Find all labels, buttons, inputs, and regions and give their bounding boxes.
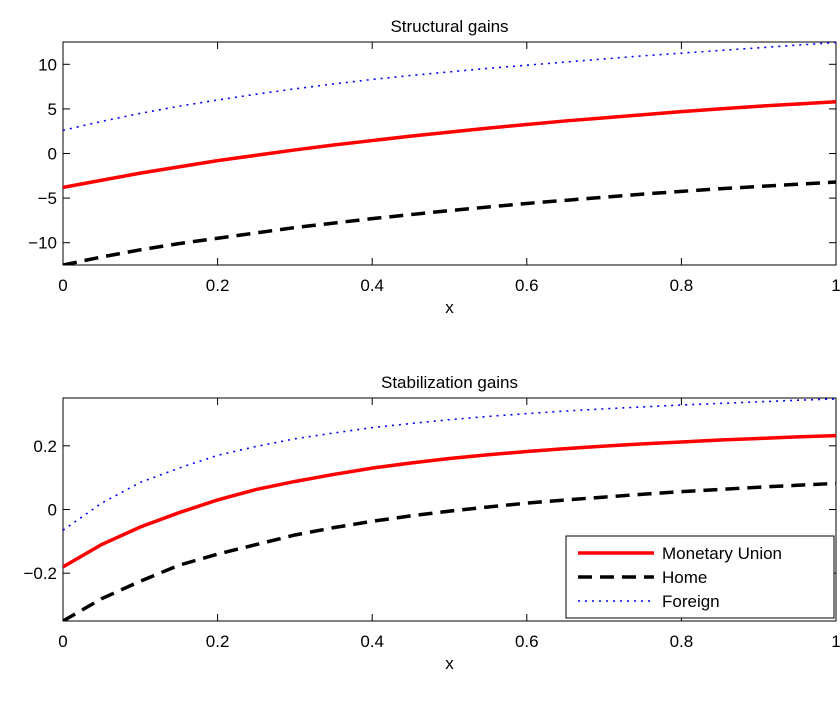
structural-x-tick-label: 0 [58,276,67,295]
structural-series-home-line [63,180,836,265]
structural-series-monetary-union-line [63,100,836,190]
structural-panel: Structural gains x 0 0.2 0.4 0.6 0.8 1 −10 −5 0 5 10 [28,17,840,317]
structural-x-tick-label: 0.4 [360,276,384,295]
structural-y-tick-label: 10 [38,55,57,74]
stabilization-title: Stabilization gains [381,373,518,392]
legend-label-home: Home [662,568,707,587]
structural-title: Structural gains [390,17,508,36]
stabilization-x-tick-label: 1 [831,632,840,651]
structural-x-tick-label: 0.8 [670,276,694,295]
stabilization-y-tick-label: 0 [48,501,57,520]
structural-x-tick-label: 0.6 [515,276,539,295]
stabilization-x-tick-label: 0.8 [670,632,694,651]
structural-y-tick-label: 5 [48,100,57,119]
stabilization-x-tick-label: 0.6 [515,632,539,651]
stabilization-x-tick-label: 0.2 [206,632,230,651]
structural-y-tick-label: −10 [28,234,57,253]
stabilization-y-tick-label: −0.2 [23,564,57,583]
stabilization-x-axis-label: x [445,654,454,673]
structural-x-tick-label: 1 [831,276,840,295]
stabilization-x-tick-label: 0.4 [360,632,384,651]
stabilization-panel: Stabilization gains x 0 0.2 0.4 0.6 0.8 1 −0.2 0 0… [23,373,840,673]
structural-plot-area [62,41,837,266]
legend-label-monetary-union: Monetary Union [662,544,782,563]
stabilization-series-foreign-line [63,398,836,531]
stabilization-x-tick-label: 0 [58,632,67,651]
structural-y-tick-label: −5 [38,189,57,208]
structural-x-axis-label: x [445,298,454,317]
structural-x-tick-label: 0.2 [206,276,230,295]
structural-y-tick-label: 0 [48,145,57,164]
stabilization-legend: Monetary Union Home Foreign [565,535,835,619]
stabilization-series-home-line [63,481,836,621]
stabilization-series-monetary-union-line [63,433,836,569]
stabilization-y-tick-label: 0.2 [33,437,57,456]
legend-label-foreign: Foreign [662,592,720,611]
